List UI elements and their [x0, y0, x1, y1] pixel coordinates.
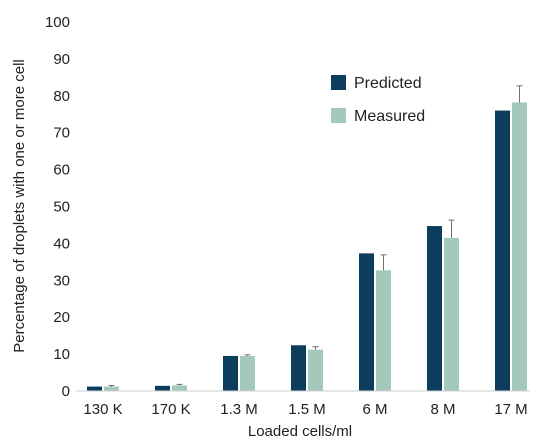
- y-tick-label: 100: [45, 14, 70, 31]
- x-tick-label: 6 M: [362, 401, 387, 418]
- x-tick-label: 17 M: [494, 401, 527, 418]
- legend-label-measured: Measured: [354, 108, 425, 125]
- y-tick-label: 50: [53, 199, 70, 216]
- y-tick-label: 20: [53, 309, 70, 326]
- x-axis-title: Loaded cells/ml: [248, 423, 352, 440]
- bar-predicted-17m: [495, 110, 510, 391]
- bar-measured-170k: [172, 385, 187, 391]
- bar-measured-15m: [308, 349, 323, 391]
- x-tick-label: 1.5 M: [288, 401, 326, 418]
- y-tick-label: 30: [53, 272, 70, 289]
- y-axis-ticks: 0 10 20 30 40 50 60 70 80 90 100: [45, 14, 70, 400]
- legend-swatch-measured: [331, 108, 346, 123]
- y-tick-label: 10: [53, 346, 70, 363]
- bar-measured-13m: [240, 355, 255, 391]
- x-tick-label: 1.3 M: [220, 401, 258, 418]
- x-axis-ticks: 130 K 170 K 1.3 M 1.5 M 6 M 8 M 17 M: [83, 401, 527, 418]
- legend-swatch-predicted: [331, 75, 346, 90]
- x-tick-label: 170 K: [151, 401, 190, 418]
- bar-measured-8m: [444, 237, 459, 391]
- y-tick-label: 0: [62, 383, 70, 400]
- x-tick-label: 130 K: [83, 401, 122, 418]
- y-tick-label: 90: [53, 51, 70, 68]
- y-tick-label: 70: [53, 125, 70, 142]
- legend-label-predicted: Predicted: [354, 75, 422, 92]
- y-tick-label: 80: [53, 88, 70, 105]
- error-bars: [108, 85, 523, 387]
- y-tick-label: 60: [53, 162, 70, 179]
- x-tick-label: 8 M: [430, 401, 455, 418]
- bar-predicted-6m: [359, 253, 374, 391]
- bar-series: [87, 102, 527, 391]
- bar-predicted-15m: [291, 345, 306, 391]
- legend: Predicted Measured: [331, 75, 425, 125]
- bar-measured-130k: [104, 386, 119, 391]
- bar-measured-6m: [376, 270, 391, 391]
- bar-measured-17m: [512, 102, 527, 391]
- bar-predicted-130k: [87, 386, 102, 391]
- bar-predicted-8m: [427, 226, 442, 391]
- y-tick-label: 40: [53, 235, 70, 252]
- y-axis-title: Percentage of droplets with one or more …: [11, 59, 28, 353]
- bar-predicted-170k: [155, 385, 170, 391]
- bar-predicted-13m: [223, 355, 238, 391]
